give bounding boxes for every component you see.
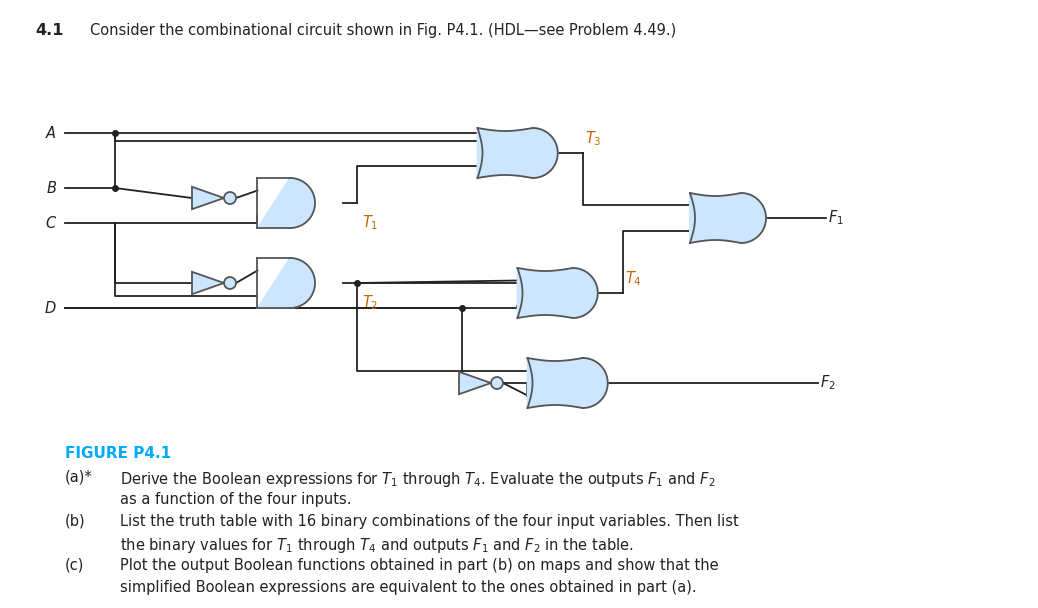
Text: $F_1$: $F_1$ [828,209,844,227]
Polygon shape [459,372,491,394]
Text: (b): (b) [65,514,85,529]
Text: as a function of the four inputs.: as a function of the four inputs. [120,492,352,507]
Polygon shape [257,258,315,308]
Polygon shape [690,193,766,243]
Text: FIGURE P4.1: FIGURE P4.1 [65,446,171,461]
Polygon shape [527,358,607,408]
Text: $T_4$: $T_4$ [625,269,641,288]
Text: $C$: $C$ [45,215,57,231]
Text: $B$: $B$ [46,180,57,196]
Polygon shape [257,178,315,228]
Text: $F_2$: $F_2$ [820,374,836,392]
Polygon shape [477,128,557,178]
Circle shape [491,377,503,389]
Circle shape [224,192,236,204]
Text: Plot the output Boolean functions obtained in part (b) on maps and show that the: Plot the output Boolean functions obtain… [120,558,718,573]
Text: the binary values for $T_1$ through $T_4$ and outputs $F_1$ and $F_2$ in the tab: the binary values for $T_1$ through $T_4… [120,536,634,555]
Text: 4.1: 4.1 [35,23,63,38]
Text: $T_2$: $T_2$ [362,293,379,312]
Circle shape [224,277,236,289]
Polygon shape [192,187,224,209]
Polygon shape [192,272,224,294]
Polygon shape [518,268,598,318]
Text: List the truth table with 16 binary combinations of the four input variables. Th: List the truth table with 16 binary comb… [120,514,739,529]
Text: $A$: $A$ [46,125,57,141]
Text: (c): (c) [65,558,84,573]
Text: $T_1$: $T_1$ [362,213,379,232]
Text: Consider the combinational circuit shown in Fig. P4.1. (HDL—see Problem 4.49.): Consider the combinational circuit shown… [90,23,676,38]
Text: Derive the Boolean expressions for $T_1$ through $T_4$. Evaluate the outputs $F_: Derive the Boolean expressions for $T_1$… [120,470,715,489]
Text: (a)*: (a)* [65,470,92,485]
Text: $D$: $D$ [45,300,57,316]
Text: simplified Boolean expressions are equivalent to the ones obtained in part (a).: simplified Boolean expressions are equiv… [120,580,696,595]
Text: $T_3$: $T_3$ [584,130,601,148]
